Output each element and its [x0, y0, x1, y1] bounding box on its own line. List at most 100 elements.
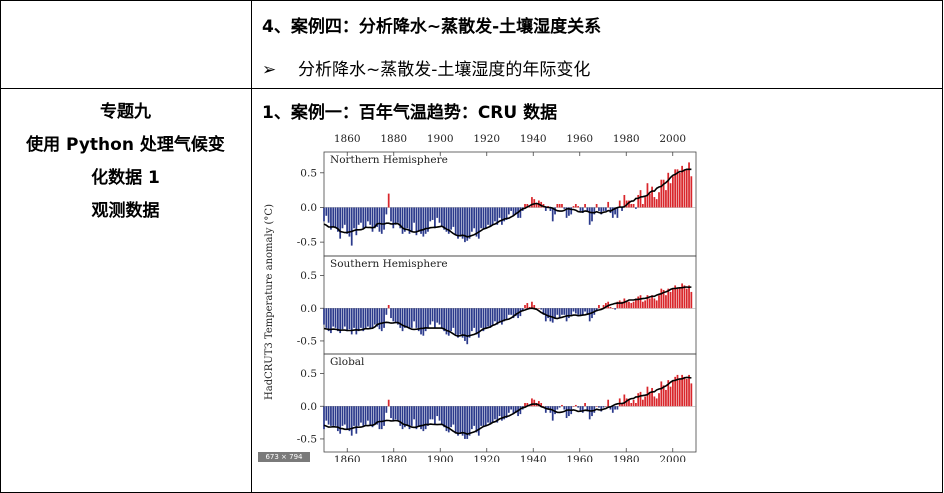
- anomaly-bar: [623, 298, 626, 309]
- anomaly-bar: [635, 403, 637, 407]
- anomaly-bar: [609, 406, 612, 410]
- topic-line-1: 专题九: [100, 102, 151, 122]
- anomaly-bar: [491, 308, 494, 325]
- anomaly-bar: [380, 207, 383, 234]
- anomaly-bar: [348, 308, 351, 330]
- anomaly-bar: [373, 308, 376, 325]
- anomaly-bar: [390, 207, 392, 222]
- anomaly-bar: [343, 308, 346, 327]
- anomaly-bar: [512, 308, 515, 319]
- anomaly-bar: [447, 308, 450, 336]
- anomaly-bar: [489, 308, 492, 328]
- anomaly-bar: [454, 207, 457, 236]
- anomaly-bar: [339, 308, 342, 334]
- anomaly-bar: [501, 406, 503, 421]
- anomaly-bar: [690, 291, 693, 309]
- anomaly-bar: [457, 308, 459, 338]
- x-tick-label-top: 1940: [520, 133, 547, 145]
- anomaly-bar: [510, 406, 513, 410]
- anomaly-bar: [551, 308, 554, 323]
- anomaly-bar: [628, 200, 630, 208]
- anomaly-bar: [658, 192, 660, 208]
- panel-name: Northern Hemisphere: [330, 154, 448, 166]
- anomaly-bar: [440, 207, 443, 227]
- anomaly-bar: [373, 207, 376, 229]
- anomaly-bar: [648, 393, 651, 407]
- anomaly-bar: [512, 406, 515, 415]
- panel-name: Global: [330, 356, 365, 368]
- y-axis-label: HadCRUT3 Temperature anomaly (°C): [264, 204, 275, 400]
- anomaly-bar: [678, 287, 681, 309]
- anomaly-bar: [554, 207, 556, 215]
- x-tick-label-top: 1980: [613, 133, 640, 145]
- anomaly-bar: [434, 207, 436, 229]
- anomaly-bar: [651, 186, 653, 208]
- anomaly-bar: [526, 303, 529, 309]
- anomaly-bar: [468, 207, 471, 239]
- anomaly-bar: [362, 207, 365, 229]
- anomaly-bar: [482, 308, 485, 332]
- anomaly-bar: [325, 207, 328, 216]
- anomaly-bar: [348, 406, 351, 432]
- anomaly-bar: [445, 207, 448, 232]
- y-tick-label: 0.5: [300, 368, 317, 380]
- anomaly-bar: [551, 406, 554, 421]
- anomaly-bar: [526, 403, 529, 407]
- anomaly-bar: [540, 308, 543, 310]
- anomaly-bar: [438, 406, 441, 421]
- anomaly-bar: [357, 207, 360, 225]
- anomaly-bar: [494, 406, 496, 420]
- x-tick-label-top: 1860: [334, 133, 361, 145]
- anomaly-bar: [429, 406, 432, 420]
- anomaly-bar: [558, 204, 561, 208]
- anomaly-bar: [466, 207, 469, 241]
- anomaly-bar: [424, 207, 427, 234]
- anomaly-bar: [501, 308, 503, 325]
- anomaly-bar: [480, 308, 482, 328]
- anomaly-bar: [325, 308, 328, 328]
- anomaly-bar: [429, 308, 432, 325]
- anomaly-bar: [618, 200, 621, 208]
- anomaly-bar: [683, 285, 686, 309]
- anomaly-bar: [628, 399, 630, 407]
- anomaly-bar: [360, 207, 362, 223]
- anomaly-bar: [403, 308, 406, 328]
- anomaly-bar: [464, 308, 466, 341]
- anomaly-bar: [436, 406, 439, 417]
- anomaly-bar: [671, 288, 674, 309]
- temperature-chart: Northern Hemisphere 0.5 0.0 -0.5 Southern He…: [258, 130, 700, 462]
- anomaly-bar: [637, 393, 640, 407]
- anomaly-bar: [399, 406, 402, 426]
- anomaly-bar: [464, 207, 466, 243]
- anomaly-bar: [630, 303, 633, 309]
- anomaly-bar: [595, 406, 598, 407]
- anomaly-bar: [371, 406, 374, 428]
- anomaly-bar: [637, 296, 640, 309]
- anomaly-bar: [496, 207, 499, 225]
- anomaly-bar: [662, 289, 665, 309]
- anomaly-bar: [667, 172, 670, 208]
- anomaly-bar: [420, 207, 422, 234]
- anomaly-bar: [688, 285, 690, 309]
- anomaly-bar: [637, 194, 640, 208]
- anomaly-bar: [399, 308, 402, 328]
- anomaly-bar: [373, 406, 376, 425]
- anomaly-bar: [434, 406, 436, 425]
- anomaly-bar: [325, 406, 328, 421]
- anomaly-bar: [639, 190, 642, 208]
- anomaly-bar: [676, 169, 679, 208]
- anomaly-bar: [394, 406, 397, 420]
- anomaly-bar: [533, 399, 536, 407]
- anomaly-bar: [376, 207, 379, 227]
- anomaly-bar: [602, 305, 605, 309]
- anomaly-bar: [401, 406, 404, 430]
- anomaly-bar: [443, 207, 446, 230]
- anomaly-bar: [662, 179, 665, 208]
- anomaly-bar: [653, 396, 656, 407]
- anomaly-bar: [424, 308, 427, 332]
- anomaly-bar: [417, 308, 420, 332]
- anomaly-bar: [343, 207, 346, 225]
- anomaly-bar: [665, 389, 667, 407]
- anomaly-bar: [658, 295, 660, 309]
